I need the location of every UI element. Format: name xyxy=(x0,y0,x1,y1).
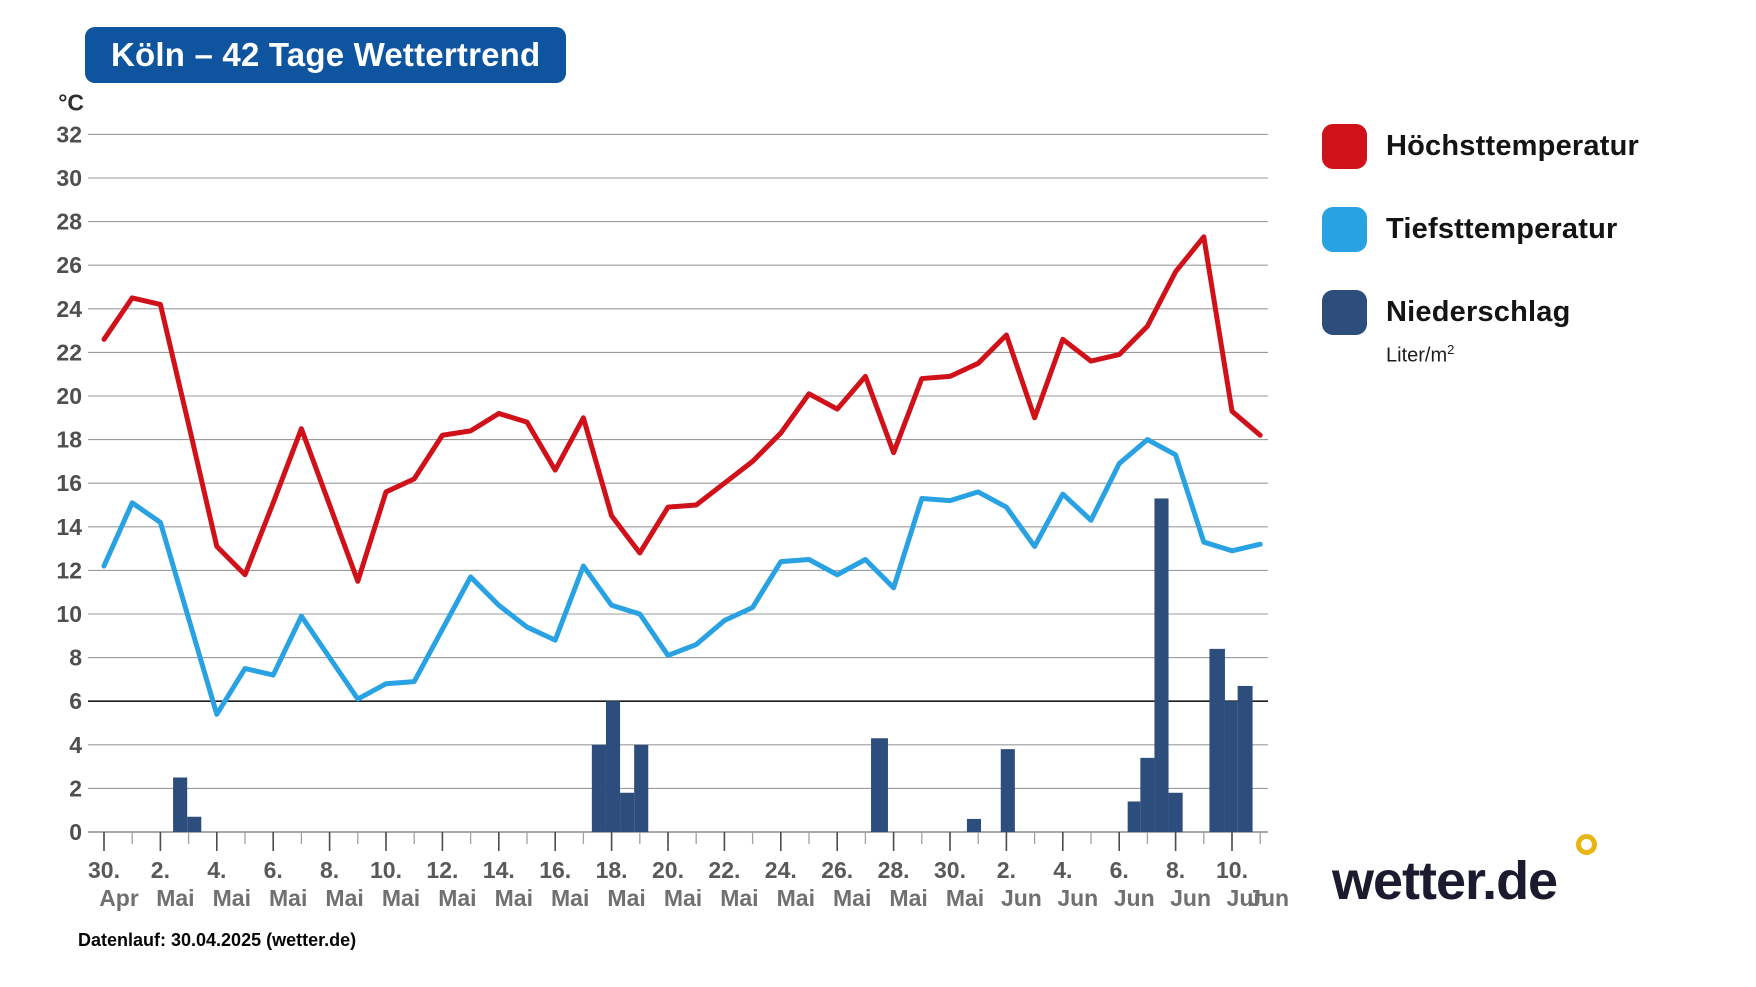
x-axis-day-label: 30. xyxy=(88,857,120,883)
x-axis-month-label: Jun xyxy=(1001,885,1042,911)
y-axis-label: 10 xyxy=(56,601,82,627)
precipitation-bar xyxy=(1127,801,1141,832)
x-axis-month-label: Mai xyxy=(269,885,307,911)
x-axis-month-label: Jun xyxy=(1248,885,1289,911)
y-axis-label: 28 xyxy=(56,209,82,235)
legend: Höchsttemperatur Tiefsttemperatur Nieder… xyxy=(1322,123,1639,368)
x-axis-month-label: Jun xyxy=(1170,885,1211,911)
y-axis-label: 30 xyxy=(56,165,82,191)
x-axis-day-label: 2. xyxy=(151,857,170,883)
max-temp-swatch-icon xyxy=(1322,123,1367,169)
x-axis-day-label: 14. xyxy=(483,857,515,883)
y-axis-label: 26 xyxy=(56,252,82,278)
x-axis-day-label: 8. xyxy=(1166,857,1185,883)
x-axis-month-label: Mai xyxy=(833,885,871,911)
y-axis-label: 18 xyxy=(56,427,82,453)
x-axis-day-label: 6. xyxy=(264,857,283,883)
y-axis-label: 12 xyxy=(56,557,82,583)
x-axis-day-label: 6. xyxy=(1110,857,1129,883)
x-axis-month-label: Jun xyxy=(1057,885,1098,911)
y-axis-label: 2 xyxy=(69,775,82,801)
min-temp-line xyxy=(101,437,1263,717)
y-axis-label: 0 xyxy=(69,819,82,845)
legend-label: Tiefsttemperatur xyxy=(1386,212,1618,245)
max-temp-line xyxy=(101,234,1263,584)
y-axis-label: 4 xyxy=(69,732,82,758)
x-axis-day-label: 10. xyxy=(1216,857,1248,883)
legend-item-min-temp: Tiefsttemperatur xyxy=(1322,206,1639,252)
precipitation-bar xyxy=(1000,749,1015,832)
y-axis-label: 32 xyxy=(56,121,82,147)
y-axis-label: 22 xyxy=(56,339,82,365)
precipitation-bar xyxy=(173,777,188,832)
precipitation-swatch-icon xyxy=(1322,289,1367,335)
page-title-text: Köln – 42 Tage Wettertrend xyxy=(111,36,541,73)
y-axis-label: 24 xyxy=(56,296,82,322)
x-axis-day-label: 28. xyxy=(878,857,910,883)
wetter-de-logo: wetter.de xyxy=(1332,851,1558,911)
x-axis-day-label: 16. xyxy=(539,857,571,883)
x-axis-day-label: 20. xyxy=(652,857,684,883)
x-axis-day-label: 10. xyxy=(370,857,402,883)
x-axis-day-label: 24. xyxy=(765,857,797,883)
x-axis-month-label: Apr xyxy=(99,885,139,911)
x-axis-month-label: Mai xyxy=(382,885,420,911)
x-axis-month-label: Mai xyxy=(325,885,363,911)
y-axis-unit: °C xyxy=(58,89,84,115)
precipitation-bar xyxy=(620,792,635,832)
page-title: Köln – 42 Tage Wettertrend xyxy=(85,27,567,83)
precipitation-bar xyxy=(1209,648,1225,832)
legend-item-precipitation: Niederschlag xyxy=(1322,289,1639,335)
precipitation-bar xyxy=(966,818,982,832)
x-axis-day-label: 4. xyxy=(207,857,226,883)
x-axis-month-label: Mai xyxy=(720,885,758,911)
legend-item-max-temp: Höchsttemperatur xyxy=(1322,123,1639,169)
min-temp-swatch-icon xyxy=(1322,206,1367,252)
x-axis-month-label: Mai xyxy=(495,885,533,911)
precipitation-bar xyxy=(1140,757,1155,832)
legend-label: Höchsttemperatur xyxy=(1386,129,1639,162)
x-axis-month-label: Mai xyxy=(156,885,194,911)
y-axis-label: 16 xyxy=(56,470,82,496)
data-run-note: Datenlauf: 30.04.2025 (wetter.de) xyxy=(78,930,357,950)
x-axis-day-label: 8. xyxy=(320,857,339,883)
x-axis-month-label: Mai xyxy=(213,885,251,911)
precipitation-bar xyxy=(591,744,606,832)
precipitation-bar xyxy=(1237,685,1253,832)
x-axis-month-label: Mai xyxy=(777,885,815,911)
x-axis-day-label: 2. xyxy=(997,857,1016,883)
y-axis-label: 8 xyxy=(69,645,82,671)
y-axis-label: 20 xyxy=(56,383,82,409)
y-axis-label: 14 xyxy=(56,514,82,540)
precipitation-bar xyxy=(871,738,888,832)
y-axis-label: 6 xyxy=(69,688,82,714)
precipitation-bar xyxy=(1154,498,1169,832)
x-axis-month-label: Mai xyxy=(664,885,702,911)
x-axis-day-label: 4. xyxy=(1053,857,1072,883)
degree-ring-icon xyxy=(1576,834,1597,855)
x-axis-month-label: Jun xyxy=(1114,885,1155,911)
x-axis-month-label: Mai xyxy=(889,885,927,911)
x-axis-month-label: Mai xyxy=(551,885,589,911)
legend-label: Niederschlag xyxy=(1386,295,1571,328)
x-axis-month-label: Mai xyxy=(946,885,984,911)
x-axis-month-label: Jun xyxy=(1227,885,1268,911)
precipitation-unit: Liter/m2 xyxy=(1386,342,1455,367)
precipitation-bar xyxy=(634,744,649,832)
x-axis-day-label: 30. xyxy=(934,857,966,883)
x-axis-day-label: 18. xyxy=(596,857,628,883)
x-axis-day-label: 12. xyxy=(426,857,458,883)
precipitation-bar xyxy=(605,701,621,832)
precipitation-bar xyxy=(1224,701,1238,832)
x-axis-day-label: 22. xyxy=(708,857,740,883)
x-axis-month-label: Mai xyxy=(607,885,645,911)
precipitation-bar xyxy=(1168,792,1183,832)
precipitation-bar xyxy=(187,816,202,832)
x-axis-month-label: Mai xyxy=(438,885,476,911)
x-axis-day-label: 26. xyxy=(821,857,853,883)
